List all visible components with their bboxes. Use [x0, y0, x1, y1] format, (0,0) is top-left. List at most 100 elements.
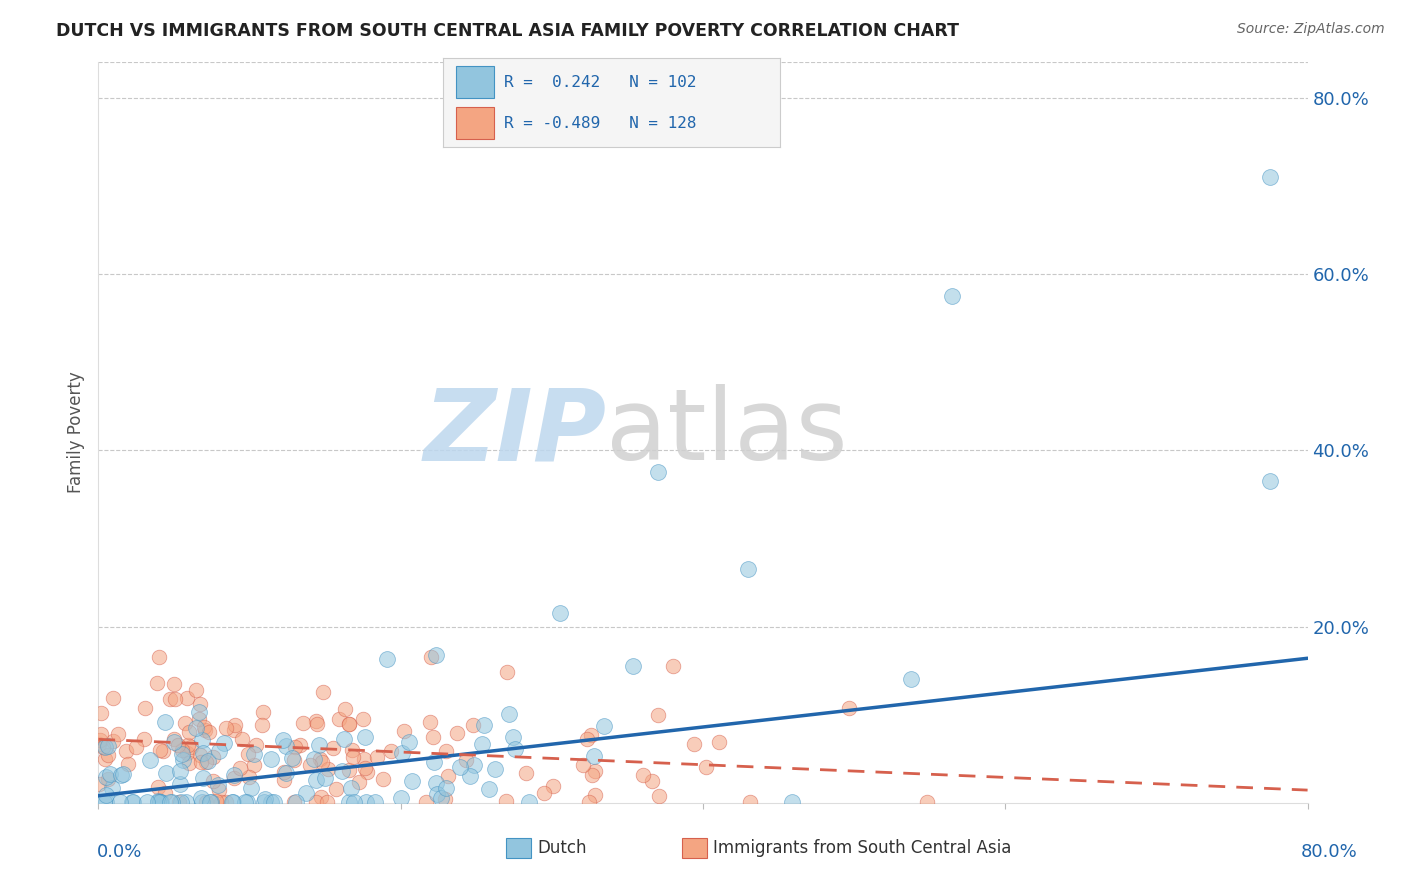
Point — [316, 795, 339, 809]
Point — [169, 777, 191, 791]
Point — [434, 780, 457, 795]
Point — [647, 707, 669, 722]
Point — [433, 791, 456, 805]
Point — [173, 716, 195, 731]
Point — [198, 795, 221, 809]
Point — [166, 739, 188, 753]
Point — [471, 737, 494, 751]
Point — [159, 691, 181, 706]
Point — [155, 714, 177, 729]
Point — [148, 794, 170, 808]
Point — [415, 795, 437, 809]
Point — [347, 774, 370, 789]
Text: atlas: atlas — [606, 384, 848, 481]
Point — [240, 780, 263, 795]
Point — [172, 747, 194, 761]
Point — [592, 718, 614, 732]
Point — [738, 795, 761, 809]
Point — [260, 752, 283, 766]
Point — [371, 772, 394, 787]
Point — [375, 652, 398, 666]
Point — [283, 753, 305, 767]
Point — [461, 718, 484, 732]
Point — [621, 659, 644, 673]
Point — [425, 776, 447, 790]
Point — [474, 717, 496, 731]
Point — [238, 770, 260, 784]
Point — [177, 724, 200, 739]
Point — [576, 731, 599, 746]
Point — [197, 754, 219, 768]
Point — [330, 764, 353, 778]
Point — [308, 751, 330, 765]
Point — [274, 739, 297, 754]
Point — [193, 720, 215, 734]
Point — [389, 790, 412, 805]
Point — [108, 795, 131, 809]
Point — [581, 768, 603, 782]
Point — [190, 791, 212, 805]
Point — [283, 795, 305, 809]
Point — [252, 706, 274, 720]
Point — [159, 795, 181, 809]
Point — [641, 773, 664, 788]
Point — [89, 733, 111, 747]
Point — [305, 717, 328, 731]
Point — [208, 782, 231, 797]
Point — [583, 749, 606, 764]
Point — [426, 787, 449, 801]
Point — [342, 750, 364, 764]
Y-axis label: Family Poverty: Family Poverty — [67, 372, 86, 493]
Point — [96, 788, 118, 802]
Point — [454, 753, 477, 767]
Point — [583, 788, 606, 802]
Point — [633, 768, 655, 782]
Point — [292, 715, 315, 730]
Point — [117, 756, 139, 771]
Point — [661, 659, 683, 673]
Point — [94, 739, 117, 754]
Point — [682, 737, 704, 751]
Point — [221, 795, 243, 809]
Point — [97, 772, 120, 786]
Point — [353, 730, 375, 744]
Point — [308, 738, 330, 752]
Point — [188, 705, 211, 719]
Point — [136, 795, 159, 809]
Point — [285, 795, 308, 809]
Bar — [457, 66, 494, 98]
Text: DUTCH VS IMMIGRANTS FROM SOUTH CENTRAL ASIA FAMILY POVERTY CORRELATION CHART: DUTCH VS IMMIGRANTS FROM SOUTH CENTRAL A… — [56, 22, 959, 40]
Point — [146, 795, 169, 809]
Point — [299, 757, 322, 772]
Point — [101, 690, 124, 705]
Point — [578, 795, 600, 809]
Point — [478, 782, 501, 797]
Point — [353, 751, 375, 765]
Point — [737, 562, 759, 576]
Point — [274, 765, 297, 780]
Point — [263, 795, 285, 809]
Text: Immigrants from South Central Asia: Immigrants from South Central Asia — [713, 839, 1011, 857]
Point — [366, 750, 388, 764]
Point — [391, 746, 413, 760]
Point — [100, 766, 122, 780]
Point — [97, 739, 120, 753]
Point — [517, 795, 540, 809]
Point — [425, 648, 447, 662]
Point — [238, 747, 260, 761]
Point — [235, 795, 257, 809]
Point — [170, 795, 193, 809]
Point — [353, 761, 375, 775]
Point — [915, 795, 938, 809]
Point — [243, 758, 266, 772]
Point — [134, 701, 156, 715]
Point — [149, 742, 172, 756]
Point — [155, 765, 177, 780]
Point — [188, 747, 211, 762]
Point — [115, 744, 138, 758]
Point — [180, 740, 202, 755]
Point — [148, 650, 170, 665]
Point — [420, 650, 443, 665]
Point — [153, 786, 176, 800]
Point — [202, 749, 225, 764]
